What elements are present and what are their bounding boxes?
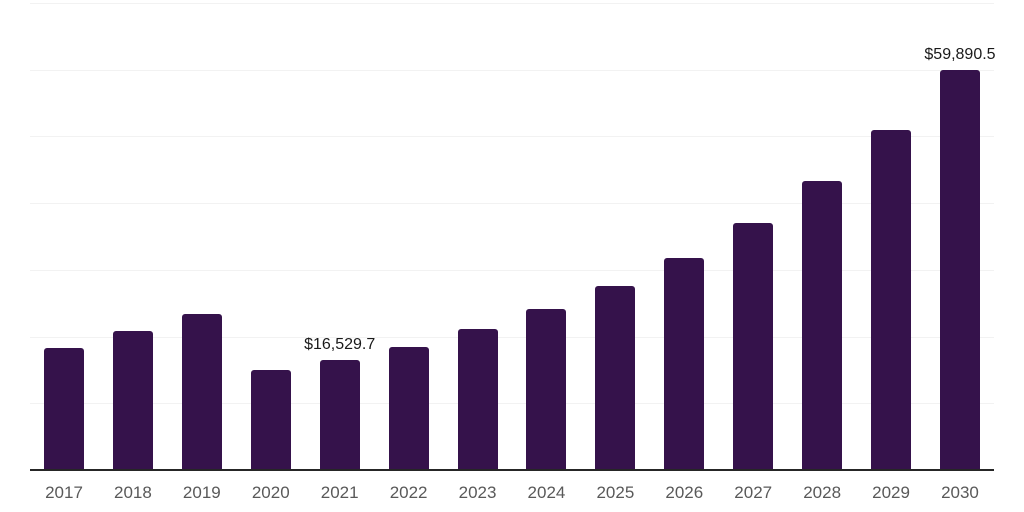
x-tick-text: 2026: [665, 483, 704, 502]
gridline: [30, 336, 994, 338]
bar-group-2028: [802, 3, 843, 470]
bar-2029: [871, 130, 912, 470]
gridline: [30, 136, 994, 138]
bars: $16,529.7 $59,890.5: [30, 3, 996, 470]
bar-2022: [388, 347, 429, 470]
bar-2026: [664, 258, 705, 470]
x-tick-text: 2025: [596, 483, 635, 502]
x-tick-label-2029: 2029: [871, 483, 911, 503]
x-tick-text: 2024: [527, 483, 566, 502]
x-tick-text: 2021: [320, 483, 359, 502]
x-tick-text: 2029: [872, 483, 910, 502]
bar-group-2020: [250, 3, 291, 470]
x-tick-label-2027: 2027: [733, 483, 773, 503]
x-tick-text: 2022: [389, 483, 428, 502]
bar-2023: [457, 329, 498, 470]
bar-2017: [44, 347, 84, 470]
x-tick-text: 2027: [734, 483, 773, 502]
bar-2028: [802, 180, 843, 470]
x-axis-line: [30, 469, 994, 471]
x-tick-text: 2019: [182, 483, 221, 502]
bar-2027: [733, 222, 774, 470]
x-tick-label-2026: 2026: [664, 483, 704, 503]
x-tick-text: 2030: [941, 483, 979, 502]
x-tick-label-2024: 2024: [526, 483, 566, 503]
bar-group-2023: [457, 3, 498, 470]
plot-area: $16,529.7 $59,890.5: [30, 3, 996, 470]
x-tick-label-2028: 2028: [802, 483, 842, 503]
gridline: [30, 269, 994, 271]
bar-group-2018: [112, 3, 153, 470]
x-tick-label-2025: 2025: [595, 483, 635, 503]
x-tick-label-2018: 2018: [113, 483, 153, 503]
bar-group-2019: [181, 3, 222, 470]
bar-group-2021: $16,529.7: [304, 3, 375, 470]
bar-group-2025: [595, 3, 636, 470]
x-tick-text: 2023: [458, 483, 497, 502]
x-tick-text: 2020: [251, 483, 290, 502]
bar-2019: [181, 314, 222, 470]
data-label-2021: $16,529.7: [304, 335, 376, 353]
bar-2030: [939, 70, 980, 470]
x-tick-label-2017: 2017: [44, 483, 84, 503]
bar-2018: [112, 331, 153, 470]
gridline: [30, 403, 994, 405]
bar-group-2017: [44, 3, 84, 470]
bar-group-2030: $59,890.5: [924, 3, 996, 470]
bar-2024: [526, 309, 567, 470]
bar-group-2024: [526, 3, 567, 470]
x-tick-label-2020: 2020: [251, 483, 291, 503]
x-tick-label-2019: 2019: [182, 483, 222, 503]
gridline: [30, 3, 994, 4]
data-label-2030: $59,890.5: [924, 46, 996, 64]
bar-2020: [250, 369, 291, 470]
x-tick-label-2030: 2030: [940, 483, 980, 503]
x-tick-text: 2028: [803, 483, 842, 502]
bar-group-2027: [733, 3, 774, 470]
x-tick-text: 2017: [45, 483, 83, 502]
bar-group-2029: [871, 3, 912, 470]
x-tick-label-2021: 2021: [320, 483, 360, 503]
x-axis-labels: 2017 2018 2019 2020 2021 2022 2023 2024 2025 2026…: [30, 483, 994, 503]
gridline: [30, 203, 994, 205]
x-tick-label-2023: 2023: [458, 483, 498, 503]
x-tick-label-2022: 2022: [389, 483, 429, 503]
bar-group-2026: [664, 3, 705, 470]
gridline: [30, 69, 994, 71]
bar-group-2022: [388, 3, 429, 470]
bar-2025: [595, 286, 636, 470]
x-tick-text: 2018: [114, 483, 152, 502]
bar-2021: [319, 359, 360, 470]
